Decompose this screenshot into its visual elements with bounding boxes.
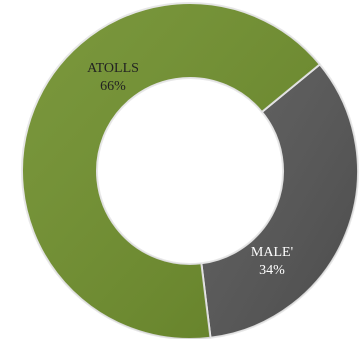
slice-label: MALE' [251,245,293,260]
labels-group: MALE' 34% ATOLLS 66% [87,61,293,278]
slice-shade [21,2,320,339]
slice-value-label: 66% [100,79,126,94]
slices-group [21,2,359,339]
slice-value-label: 34% [259,263,285,278]
slice-label: ATOLLS [87,61,139,76]
slice-shade [201,64,359,338]
